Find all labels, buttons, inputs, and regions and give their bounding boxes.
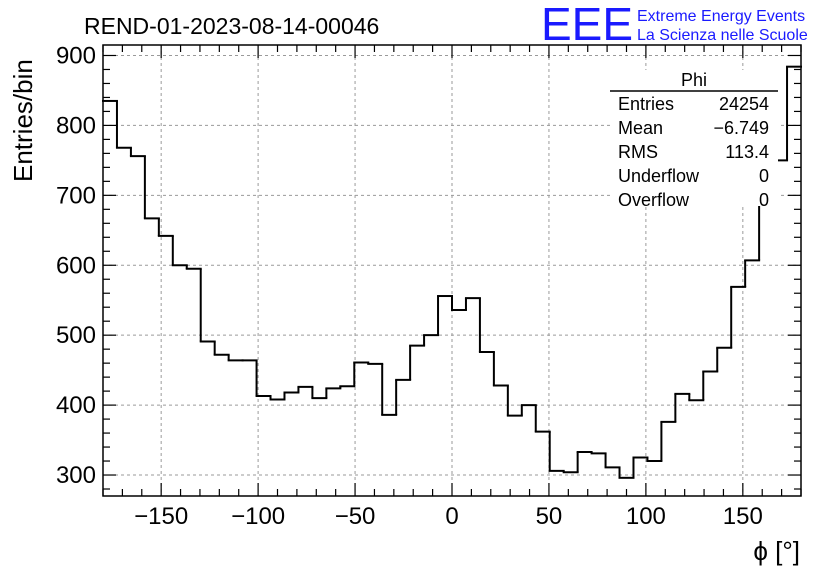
histogram-series bbox=[102, 65, 802, 479]
y-tick-label: 600 bbox=[56, 252, 96, 279]
eee-logo: EEE bbox=[541, 0, 633, 50]
y-tick-label: 800 bbox=[56, 112, 96, 139]
stats-row-value: 0 bbox=[759, 166, 769, 186]
run-title: REND-01-2023-08-14-00046 bbox=[84, 13, 379, 39]
y-tick-label: 300 bbox=[56, 462, 96, 489]
stats-row-value: 0 bbox=[759, 190, 769, 210]
x-tick-label: 150 bbox=[723, 503, 763, 530]
x-tick-label: 100 bbox=[626, 503, 666, 530]
y-tick-label: 400 bbox=[56, 392, 96, 419]
y-tick-labels: 300 400 500 600 700 800 900 bbox=[56, 42, 96, 489]
stats-row-label: Mean bbox=[618, 118, 663, 138]
stats-row-label: RMS bbox=[618, 142, 658, 162]
y-tick-label: 900 bbox=[56, 42, 96, 69]
y-tick-label: 500 bbox=[56, 322, 96, 349]
x-tick-label: −150 bbox=[134, 503, 188, 530]
x-tick-labels: −150 −100 −50 0 50 100 150 bbox=[134, 503, 763, 530]
y-axis-title: Entries/bin bbox=[8, 59, 38, 182]
x-axis-title: ϕ [°] bbox=[753, 536, 800, 566]
stats-box-bg bbox=[610, 70, 778, 206]
stats-row-label: Entries bbox=[618, 94, 674, 114]
axis-ticks bbox=[102, 45, 802, 496]
y-tick-label: 700 bbox=[56, 182, 96, 209]
org-subtitle: La Scienza nelle Scuole bbox=[637, 27, 808, 44]
stats-title: Phi bbox=[681, 70, 707, 90]
stats-row-value: 24254 bbox=[719, 94, 769, 114]
x-tick-label: −50 bbox=[335, 503, 376, 530]
x-tick-label: 50 bbox=[536, 503, 563, 530]
stats-box: Phi Entries 24254 Mean −6.749 RMS 113.4 Underf… bbox=[610, 70, 778, 210]
stats-row-label: Underflow bbox=[618, 166, 700, 186]
stats-row-value: −6.749 bbox=[713, 118, 769, 138]
x-tick-label: −100 bbox=[231, 503, 285, 530]
x-tick-label: 0 bbox=[445, 503, 458, 530]
org-name: Extreme Energy Events bbox=[637, 8, 805, 25]
stats-row-value: 113.4 bbox=[725, 142, 769, 162]
stats-row-label: Overflow bbox=[618, 190, 690, 210]
